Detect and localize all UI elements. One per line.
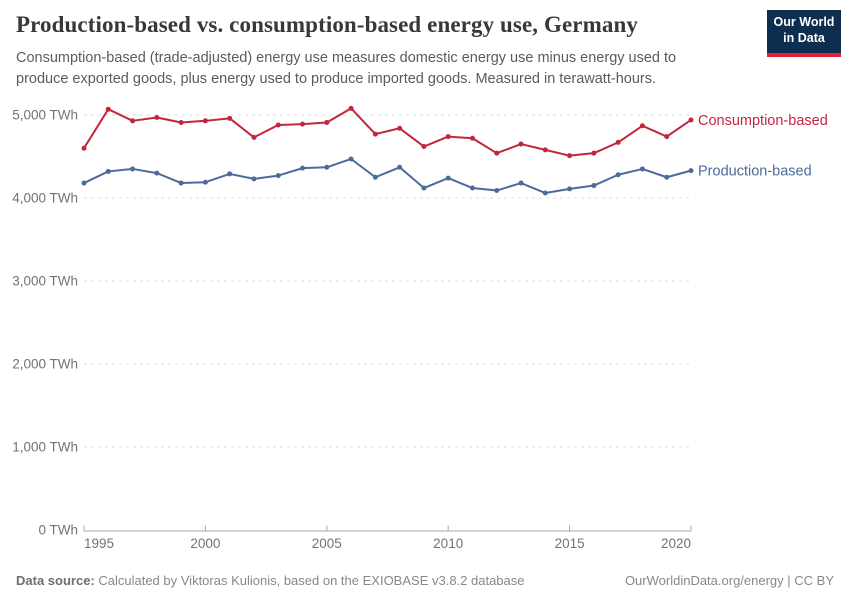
consumption-based-point-1998[interactable] xyxy=(154,114,160,120)
consumption-based-point-2014[interactable] xyxy=(542,147,548,153)
consumption-based-point-2011[interactable] xyxy=(469,135,475,141)
consumption-based-point-2020[interactable] xyxy=(688,117,694,123)
consumption-based-point-2000[interactable] xyxy=(202,118,208,124)
consumption-based-point-2015[interactable] xyxy=(567,153,573,159)
data-source-note: Data source: Calculated by Viktoras Kuli… xyxy=(16,573,525,588)
production-based-point-1997[interactable] xyxy=(130,166,136,172)
consumption-based-point-2017[interactable] xyxy=(615,139,621,145)
owid-logo-line1: Our World xyxy=(773,15,835,29)
x-axis-tick-label: 2020 xyxy=(661,536,691,551)
data-source-text: Calculated by Viktoras Kulionis, based o… xyxy=(94,573,525,588)
x-axis-tick-label: 2010 xyxy=(433,536,463,551)
x-axis-tick-label: 2000 xyxy=(190,536,220,551)
production-based-point-2001[interactable] xyxy=(227,171,233,177)
consumption-based-point-2013[interactable] xyxy=(518,141,524,147)
x-axis-tick-label: 1995 xyxy=(84,536,114,551)
y-axis-tick-label: 1,000 TWh xyxy=(12,440,78,455)
production-based-point-2011[interactable] xyxy=(469,185,475,191)
consumption-based-series-label: Consumption-based xyxy=(698,113,828,129)
y-axis-tick-label: 5,000 TWh xyxy=(12,108,78,123)
y-axis-tick-label: 4,000 TWh xyxy=(12,191,78,206)
production-based-point-2008[interactable] xyxy=(397,164,403,170)
owid-logo[interactable]: Our World in Data xyxy=(767,10,841,57)
consumption-based-point-2002[interactable] xyxy=(251,134,257,140)
production-based-point-2004[interactable] xyxy=(300,165,306,171)
chart-title: Production-based vs. consumption-based e… xyxy=(16,12,638,37)
y-axis-tick-label: 0 TWh xyxy=(38,523,78,538)
production-based-point-1999[interactable] xyxy=(178,180,184,186)
consumption-based-line[interactable] xyxy=(83,107,692,157)
line-chart[interactable]: 0 TWh 1,000 TWh 2,000 TWh 3,000 TWh 4,000 TW… xyxy=(0,95,850,565)
y-axis-tick-label: 3,000 TWh xyxy=(12,274,78,289)
x-axis-tick-label: 2015 xyxy=(555,536,585,551)
data-source-label: Data source: xyxy=(16,573,95,588)
consumption-based-point-2016[interactable] xyxy=(591,150,597,156)
owid-logo-line2: in Data xyxy=(783,31,825,45)
production-based-point-2009[interactable] xyxy=(421,185,427,191)
consumption-based-point-2005[interactable] xyxy=(324,119,330,125)
production-based-point-2002[interactable] xyxy=(251,176,257,182)
chart-subtitle: Consumption-based (trade-adjusted) energ… xyxy=(16,50,677,88)
chart-header: Production-based vs. consumption-based e… xyxy=(16,12,756,90)
consumption-based-point-2003[interactable] xyxy=(275,122,281,128)
consumption-based-point-2019[interactable] xyxy=(664,134,670,140)
production-based-point-2012[interactable] xyxy=(494,188,500,194)
consumption-based-point-1996[interactable] xyxy=(105,106,111,112)
production-based-point-2017[interactable] xyxy=(615,172,621,178)
production-based-point-2015[interactable] xyxy=(567,186,573,192)
consumption-based-point-1995[interactable] xyxy=(81,145,87,151)
production-based-point-2020[interactable] xyxy=(688,168,694,174)
consumption-based-point-2001[interactable] xyxy=(227,115,233,121)
consumption-based-point-2008[interactable] xyxy=(397,125,403,131)
production-based-point-2013[interactable] xyxy=(518,180,524,186)
owid-credit-link[interactable]: OurWorldinData.org/energy | CC BY xyxy=(624,573,834,588)
production-based-point-2019[interactable] xyxy=(664,174,670,180)
production-based-point-2016[interactable] xyxy=(591,183,597,189)
consumption-based-point-2004[interactable] xyxy=(300,121,306,127)
consumption-based-point-2012[interactable] xyxy=(494,150,500,156)
production-based-point-2010[interactable] xyxy=(445,175,451,181)
consumption-based-point-2006[interactable] xyxy=(348,105,354,111)
consumption-based-point-2007[interactable] xyxy=(372,131,378,137)
production-based-point-1998[interactable] xyxy=(154,170,160,176)
production-based-point-2006[interactable] xyxy=(348,156,354,162)
production-based-point-2005[interactable] xyxy=(324,164,330,170)
y-axis-tick-label: 2,000 TWh xyxy=(12,357,78,372)
production-based-line[interactable] xyxy=(83,157,692,195)
production-based-point-2014[interactable] xyxy=(542,190,548,196)
production-based-point-2007[interactable] xyxy=(372,174,378,180)
production-based-series-label: Production-based xyxy=(698,164,812,180)
consumption-based-point-2009[interactable] xyxy=(421,144,427,150)
production-based-point-1995[interactable] xyxy=(81,180,87,186)
chart-footer: Data source: Calculated by Viktoras Kuli… xyxy=(16,573,834,588)
consumption-based-point-2010[interactable] xyxy=(445,134,451,140)
consumption-based-point-2018[interactable] xyxy=(639,123,645,129)
production-based-point-2018[interactable] xyxy=(639,166,645,172)
consumption-based-point-1999[interactable] xyxy=(178,119,184,125)
x-axis-tick-label: 2005 xyxy=(312,536,342,551)
chart-canvas[interactable]: 0 TWh 1,000 TWh 2,000 TWh 3,000 TWh 4,000 TW… xyxy=(0,95,850,565)
consumption-based-point-1997[interactable] xyxy=(130,118,136,124)
production-based-point-2003[interactable] xyxy=(275,173,281,179)
production-based-point-2000[interactable] xyxy=(202,179,208,185)
production-based-point-1996[interactable] xyxy=(105,168,111,174)
